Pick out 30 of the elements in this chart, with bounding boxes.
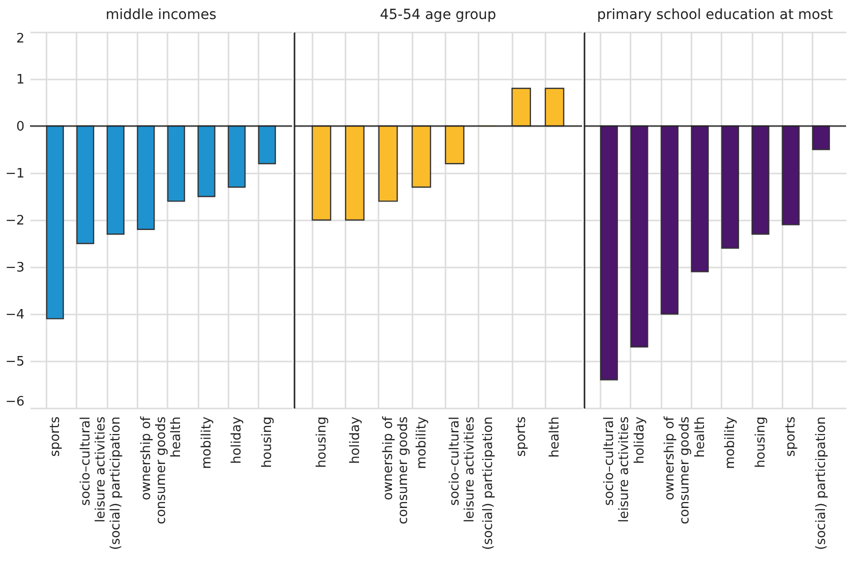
x-tick-label: sports: [48, 416, 63, 457]
chart-title: middle incomes: [106, 7, 216, 23]
x-tick-label: sports: [514, 416, 530, 457]
x-tick-label: mobility: [414, 416, 430, 469]
x-tick-label: holiday: [230, 416, 245, 464]
y-tick-label: −6: [5, 394, 24, 410]
x-tick-label: health: [692, 416, 708, 458]
y-tick-label: 1: [16, 72, 24, 88]
x-tick-label: housing: [753, 416, 768, 468]
y-tick-label: −1: [5, 166, 24, 182]
y-tick-label: 0: [16, 120, 24, 134]
x-tick-label: mobility: [199, 416, 214, 469]
x-tick-label: housing: [260, 416, 276, 468]
x-tick-label: holiday: [348, 416, 363, 464]
x-tick-label: housing: [314, 416, 330, 468]
chart-title: primary school education at most: [597, 7, 834, 23]
chart-title: 45-54 age group: [380, 7, 496, 23]
x-tick-label: holiday: [632, 416, 648, 464]
x-tick-label: (social) participation: [480, 416, 496, 550]
y-tick-label: −4: [5, 308, 24, 322]
x-tick-label: health: [169, 416, 184, 458]
x-tick-label: mobility: [723, 416, 738, 469]
x-tick-label: (social) participation: [814, 416, 830, 550]
x-tick-label: health: [548, 416, 563, 458]
y-tick-label: −3: [5, 260, 24, 276]
x-tick-label: sports: [784, 416, 799, 457]
x-tick-label: (social) participation: [108, 416, 124, 550]
y-tick-label: 2: [16, 32, 24, 46]
y-tick-label: −5: [5, 354, 24, 370]
y-tick-label: −2: [5, 214, 24, 228]
